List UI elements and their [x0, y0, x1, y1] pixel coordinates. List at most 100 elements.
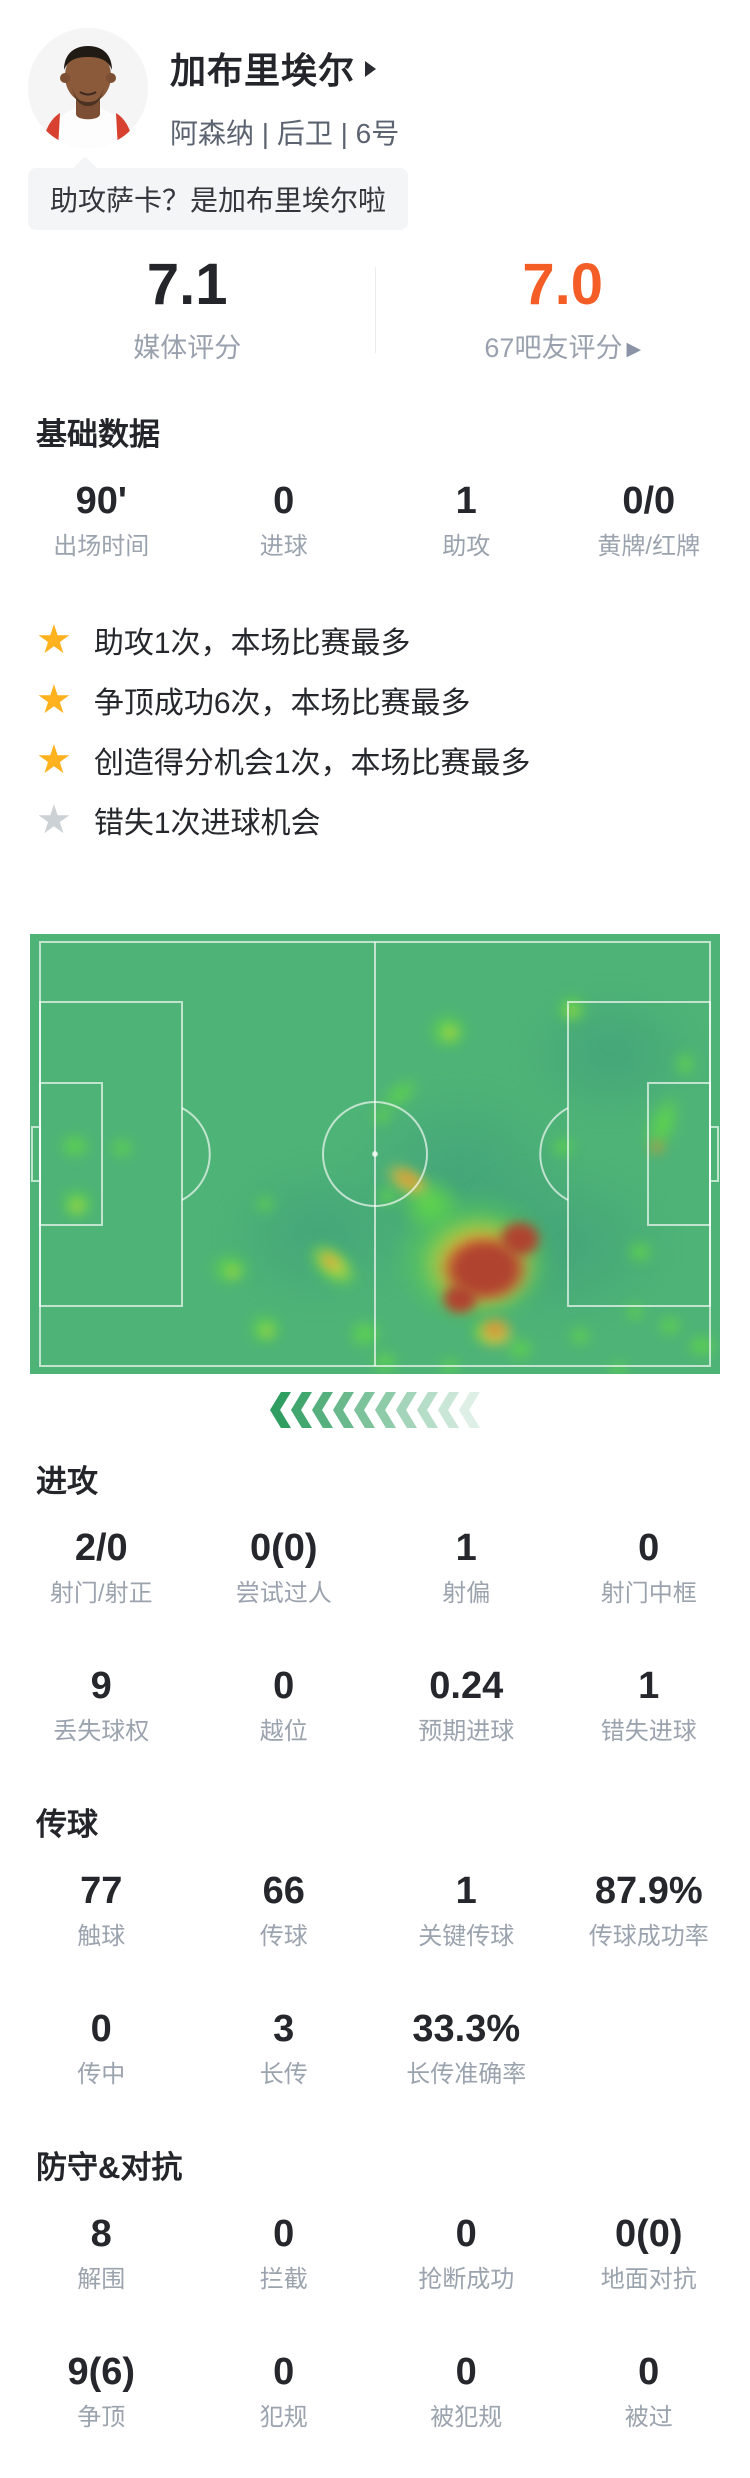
pitch-lines: [31, 941, 719, 1367]
left-chevron-icon: [417, 1392, 438, 1428]
heat-blob-red: [490, 1213, 550, 1265]
stat-label: 犯规: [259, 2404, 308, 2431]
highlight-text: 助攻1次，本场比赛最多: [93, 627, 411, 660]
heat-blob-green: [545, 1131, 581, 1163]
fan-rating[interactable]: 7.0 67吧友评分 ▶: [376, 254, 750, 365]
stat-value: 0(0): [249, 1527, 318, 1569]
stat-cell: 77 触球: [10, 1868, 193, 1952]
player-name-row[interactable]: 加布里埃尔: [170, 42, 399, 94]
stat-cell: 0 抢断成功: [375, 2211, 558, 2295]
heat-blob-red: [434, 1277, 486, 1321]
stat-value: 0(0): [614, 2213, 683, 2255]
heat-blob-orange: [473, 1313, 517, 1345]
stat-label: 射偏: [442, 1580, 491, 1607]
left-chevron-icon: [459, 1392, 480, 1428]
stat-cell: [558, 2006, 741, 2090]
heat-blob-green: [669, 1044, 701, 1084]
stat-cell: 8 解围: [10, 2211, 193, 2295]
stat-label: 传中: [77, 2061, 126, 2088]
stat-value: 9(6): [67, 2351, 136, 2393]
section-title-attack: 进攻: [36, 1464, 98, 1499]
player-team-info: 阿森纳 | 后卫 | 6号: [170, 118, 400, 149]
stat-value: 0: [273, 480, 295, 522]
stat-value: 0: [455, 2213, 477, 2255]
heat-blob-green: [104, 1132, 140, 1164]
left-chevron-icon: [333, 1392, 354, 1428]
section-attack: 进攻 2/0 射门/射正 0(0) 尝试过人 1 射偏 0 射门中框 9 丢失球权 0 越位 0.24…: [0, 1456, 750, 1747]
stat-label: 争顶: [77, 2404, 126, 2431]
fan-rating-expand-arrow-icon: ▶: [626, 339, 642, 360]
stat-cell: 0 被过: [558, 2349, 741, 2433]
stat-cell: 0 被犯规: [375, 2349, 558, 2433]
heat-blob-orange: [646, 1136, 668, 1158]
attack-stats-row2: 9 丢失球权 0 越位 0.24 预期进球 1 错失进球: [0, 1663, 750, 1747]
stat-cell: 0(0) 地面对抗: [558, 2211, 741, 2295]
media-rating-label: 媒体评分: [133, 333, 242, 363]
highlight-item: ★ 创造得分机会1次，本场比赛最多: [36, 730, 714, 790]
heat-blob-yellow: [438, 1022, 462, 1044]
stat-label: 触球: [77, 1923, 126, 1950]
highlight-item: ★ 错失1次进球机会: [36, 790, 714, 850]
section-title-passing: 传球: [36, 1807, 98, 1842]
stat-label: 长传准确率: [406, 2061, 527, 2088]
stat-label: 射门/射正: [49, 1580, 153, 1607]
stat-cell: 0 越位: [193, 1663, 376, 1747]
left-chevron-icon: [396, 1392, 417, 1428]
section-basic: 基础数据 90' 出场时间 0 进球 1 助攻 0/0 黄牌/红牌: [0, 409, 750, 562]
stat-value: 3: [273, 2008, 295, 2050]
stat-label: 传球成功率: [588, 1923, 709, 1950]
highlight-text: 错失1次进球机会: [93, 807, 321, 840]
stat-label: 越位: [259, 1718, 308, 1745]
heatmap-blobs: [30, 934, 720, 1374]
highlights-list: ★ 助攻1次，本场比赛最多 ★ 争顶成功6次，本场比赛最多 ★ 创造得分机会1次，本场比赛…: [0, 610, 750, 850]
stat-label: 丢失球权: [53, 1718, 150, 1745]
heat-blob-green: [620, 1234, 660, 1270]
attack-stats-row1: 2/0 射门/射正 0(0) 尝试过人 1 射偏 0 射门中框: [0, 1525, 750, 1609]
basic-stats-grid: 90' 出场时间 0 进球 1 助攻 0/0 黄牌/红牌: [0, 478, 750, 562]
stat-value: 9: [90, 1665, 112, 1707]
passing-stats-row2: 0 传中 3 长传 33.3% 长传准确率: [0, 2006, 750, 2090]
stat-label: 地面对抗: [600, 2266, 697, 2293]
stat-value: 0: [638, 1527, 660, 1569]
star-icon: ★: [36, 738, 72, 782]
stat-cell: 1 错失进球: [558, 1663, 741, 1747]
stat-value: 0: [90, 2008, 112, 2050]
stat-cell: 3 长传: [193, 2006, 376, 2090]
stat-label: 长传: [259, 2061, 308, 2088]
left-chevron-icon: [291, 1392, 312, 1428]
left-chevron-icon: [270, 1392, 291, 1428]
stat-label: 预期进球: [418, 1718, 515, 1745]
stat-value: 2/0: [74, 1527, 128, 1569]
stat-value: 66: [262, 1870, 305, 1912]
heat-blob-green: [249, 1190, 281, 1218]
stat-cell: 66 传球: [193, 1868, 376, 1952]
highlight-text: 争顶成功6次，本场比赛最多: [93, 687, 471, 720]
left-chevron-icon: [354, 1392, 375, 1428]
stat-cell: 33.3% 长传准确率: [375, 2006, 558, 2090]
comment-bubble: 助攻萨卡？是加布里埃尔啦: [28, 168, 409, 230]
heat-blob-green: [366, 1102, 398, 1130]
stat-cell: 0/0 黄牌/红牌: [558, 478, 741, 562]
section-title-defense: 防守&对抗: [36, 2150, 183, 2185]
section-title-basic: 基础数据: [36, 417, 160, 452]
stat-label: 传球: [259, 1923, 308, 1950]
stat-cell: 0(0) 尝试过人: [193, 1525, 376, 1609]
stat-label: 拦截: [259, 2266, 308, 2293]
left-chevron-icon: [375, 1392, 396, 1428]
stat-value: 8: [90, 2213, 112, 2255]
player-header-text: 加布里埃尔 阿森纳 | 后卫 | 6号: [170, 28, 399, 152]
stat-label: 尝试过人: [235, 1580, 332, 1607]
media-rating-score: 7.1: [146, 252, 228, 317]
left-chevron-icon: [312, 1392, 333, 1428]
heat-blob-green: [51, 1126, 99, 1166]
stat-value: 87.9%: [594, 1870, 703, 1912]
stat-label: 出场时间: [53, 533, 150, 560]
stat-label: 错失进球: [600, 1718, 697, 1745]
stat-label: 进球: [259, 533, 308, 560]
header: 加布里埃尔 阿森纳 | 后卫 | 6号: [0, 0, 750, 152]
stat-value: 0: [273, 2351, 295, 2393]
fan-rating-label-text: 67吧友评分: [484, 333, 623, 363]
heatmap-pitch: [30, 934, 720, 1374]
stat-value: 90': [75, 480, 127, 522]
heat-blob-green: [434, 1352, 466, 1374]
